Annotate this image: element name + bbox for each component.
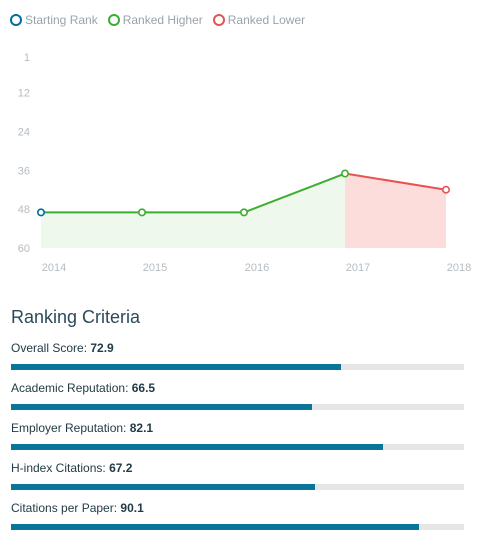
criterion-h-index-citations: H-index Citations: 67.2: [11, 460, 464, 500]
legend-marker-ranked-lower: [212, 14, 225, 26]
legend-item-ranked-higher[interactable]: Ranked Higher: [107, 13, 203, 27]
criterion-label: Employer Reputation:: [11, 421, 127, 435]
y-tick-label: 1: [24, 52, 30, 64]
rank-point: [36, 208, 45, 217]
legend-marker-starting-rank: [10, 14, 22, 26]
criterion-bar-track: [11, 404, 464, 410]
y-tick-label: 36: [18, 165, 30, 177]
criterion-bar-fill: [11, 524, 420, 530]
criterion-value: 67.2: [109, 461, 133, 475]
criterion-bar-fill: [11, 444, 383, 450]
criterion-citations-per-paper: Citations per Paper: 90.1: [11, 500, 464, 540]
legend-item-starting-rank[interactable]: Starting Rank: [10, 13, 98, 27]
criterion-label: Academic Reputation:: [11, 381, 129, 395]
criterion-bar-fill: [11, 364, 342, 370]
criterion-bar-track: [11, 484, 464, 490]
criterion-value: 90.1: [120, 501, 144, 515]
criterion-bar-track: [11, 524, 464, 530]
rank-point: [240, 208, 249, 217]
x-tick-label: 2016: [245, 262, 269, 274]
x-tick-label: 2015: [143, 262, 167, 274]
chart-legend: Starting Rank Ranked Higher Ranked Lower: [10, 12, 315, 28]
criterion-label: Overall Score:: [11, 341, 88, 355]
criterion-overall-score: Overall Score: 72.9: [11, 340, 464, 380]
criterion-bar-fill: [11, 484, 316, 490]
criterion-label: Citations per Paper:: [11, 501, 118, 515]
rank-point: [340, 169, 349, 178]
rank-point: [441, 185, 450, 194]
ranked-higher-area: [41, 173, 345, 248]
legend-label-ranked-lower: Ranked Lower: [227, 13, 306, 27]
criterion-value: 82.1: [129, 421, 154, 435]
criterion-academic-reputation: Academic Reputation: 66.5: [11, 380, 464, 420]
criteria-list: Overall Score: 72.9 Academic Reputation:…: [11, 340, 464, 540]
legend-label-starting-rank: Starting Rank: [25, 13, 98, 27]
criterion-bar-fill: [11, 404, 313, 410]
rank-point: [138, 208, 147, 217]
x-tick-label: 2014: [42, 262, 66, 274]
legend-marker-ranked-higher: [107, 14, 120, 26]
ranked-lower-area: [345, 173, 446, 248]
y-tick-label: 48: [18, 204, 30, 216]
rank-line-segment: [243, 172, 346, 214]
x-tick-label: 2017: [346, 262, 370, 274]
y-tick-label: 24: [18, 126, 30, 138]
legend-item-ranked-lower[interactable]: Ranked Lower: [212, 13, 306, 27]
y-tick-label: 60: [18, 243, 30, 255]
rank-history-chart: 1 12 24 36 48 60 2014 2015 2016 2017 2018: [18, 52, 471, 274]
y-tick-label: 12: [18, 88, 30, 100]
criterion-bar-track: [11, 444, 464, 450]
criterion-value: 66.5: [131, 381, 156, 395]
criterion-label: H-index Citations:: [11, 461, 106, 475]
criterion-value: 72.9: [90, 341, 114, 355]
rank-line-segment: [344, 172, 447, 191]
legend-label-ranked-higher: Ranked Higher: [122, 13, 203, 27]
x-tick-label: 2018: [447, 262, 471, 274]
ranking-criteria-title: Ranking Criteria: [11, 307, 141, 327]
criterion-bar-track: [11, 364, 464, 370]
criterion-employer-reputation: Employer Reputation: 82.1: [11, 420, 464, 460]
